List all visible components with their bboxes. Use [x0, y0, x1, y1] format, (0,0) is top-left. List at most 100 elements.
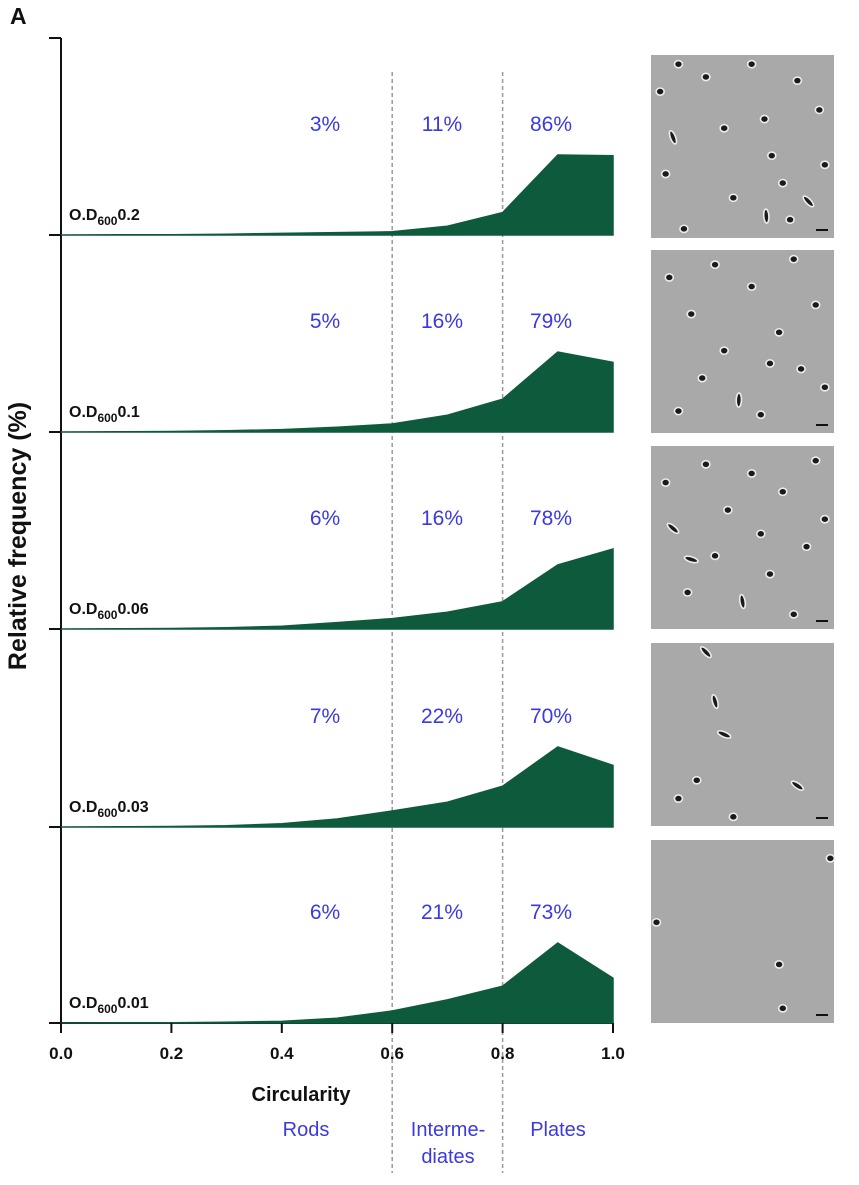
class-label-intermediates: diates	[421, 1146, 474, 1168]
cell	[766, 151, 777, 161]
x-tick-label: 0.4	[270, 1044, 294, 1063]
cell	[820, 160, 830, 170]
cell	[679, 224, 689, 234]
cell	[710, 551, 720, 561]
cell	[802, 195, 815, 208]
cell	[723, 505, 733, 515]
cell	[777, 487, 788, 497]
cell	[673, 59, 684, 69]
percentage-label: 73%	[530, 901, 572, 924]
cell	[651, 917, 662, 927]
percentage-label: 79%	[530, 310, 572, 333]
od-label: O.D6000.01	[69, 995, 149, 1016]
percentage-label: 3%	[310, 113, 340, 136]
micrograph-background	[651, 250, 834, 433]
micrograph-column	[651, 55, 836, 1023]
cell	[785, 215, 795, 225]
class-label-rods: Rods	[283, 1119, 330, 1141]
micrograph-image	[651, 643, 834, 826]
cell	[691, 775, 702, 785]
cell	[716, 730, 732, 739]
distribution-area	[60, 746, 614, 828]
micrograph-image	[651, 55, 834, 238]
cell	[796, 364, 806, 374]
percentage-label: 6%	[310, 507, 340, 530]
panel-0.03: 7% 22% 70% O.D6000.03	[60, 705, 614, 828]
cell	[746, 282, 757, 291]
distribution-area	[60, 351, 614, 433]
cell	[668, 129, 678, 145]
micrograph-image	[651, 446, 834, 629]
class-label-intermediates: Interme-	[411, 1119, 485, 1141]
cell	[682, 588, 693, 597]
micrograph-image	[651, 250, 834, 433]
class-label-plates: Plates	[530, 1119, 586, 1141]
cell	[686, 309, 697, 319]
cell	[755, 410, 766, 420]
cell	[746, 469, 757, 478]
cell	[701, 72, 711, 82]
percentage-label: 11%	[422, 113, 462, 136]
cell	[759, 114, 770, 124]
panel-0.06: 6% 16% 78% O.D6000.06	[60, 507, 614, 630]
cell	[701, 459, 711, 469]
cell	[774, 327, 784, 337]
cell	[655, 87, 665, 96]
percentage-label: 5%	[310, 310, 340, 333]
cell	[820, 382, 830, 392]
cell	[777, 1003, 788, 1013]
cell	[699, 646, 712, 659]
panel-letter: A	[10, 3, 27, 29]
cell	[660, 169, 671, 179]
cell	[755, 529, 766, 539]
od-label: O.D6000.2	[69, 207, 140, 228]
panel-0.1: 5% 16% 79% O.D6000.1	[60, 310, 614, 433]
cell	[735, 392, 743, 408]
cell	[711, 693, 719, 710]
percentage-label: 78%	[530, 507, 572, 530]
cell	[820, 514, 830, 524]
distribution-area	[60, 942, 614, 1024]
micrograph-image	[651, 840, 836, 1023]
cell	[697, 373, 708, 383]
cell	[664, 273, 675, 282]
od-label: O.D6000.1	[69, 404, 140, 425]
distribution-area	[60, 548, 614, 630]
cell	[660, 478, 671, 487]
cell	[728, 812, 739, 822]
panel-0.01: 6% 21% 73% O.D6000.01	[60, 901, 614, 1024]
cell	[683, 555, 699, 564]
distribution-area	[60, 154, 614, 236]
cell	[738, 593, 747, 610]
od-label: O.D6000.03	[69, 799, 149, 820]
x-tick-label: 0.6	[380, 1044, 404, 1063]
cell	[788, 254, 799, 264]
cell	[790, 780, 805, 792]
class-labels: Rods Interme-diates Plates	[283, 1119, 586, 1168]
percentage-label: 6%	[310, 901, 340, 924]
percentage-label: 70%	[530, 705, 572, 728]
x-axis-label: Circularity	[252, 1084, 352, 1106]
od-label: O.D6000.06	[69, 601, 149, 622]
y-axis-label: Relative frequency (%)	[4, 402, 32, 670]
cell	[777, 178, 788, 188]
percentage-label: 16%	[421, 310, 463, 333]
cell	[774, 960, 784, 969]
percentage-label: 22%	[421, 705, 463, 728]
cell	[673, 794, 684, 803]
cell	[746, 59, 757, 69]
x-tick-label: 1.0	[601, 1044, 625, 1063]
cell	[719, 346, 730, 356]
cell	[710, 260, 720, 270]
cell	[762, 208, 770, 224]
cell	[788, 609, 799, 619]
cell	[666, 522, 680, 535]
cell	[810, 456, 821, 466]
percentage-label: 16%	[421, 507, 463, 530]
cell	[825, 853, 836, 863]
cell	[810, 300, 821, 310]
micrograph-background	[651, 840, 834, 1023]
panel-0.2: 3% 11% 86% O.D6000.2	[60, 113, 614, 236]
percentage-label: 21%	[421, 901, 463, 924]
